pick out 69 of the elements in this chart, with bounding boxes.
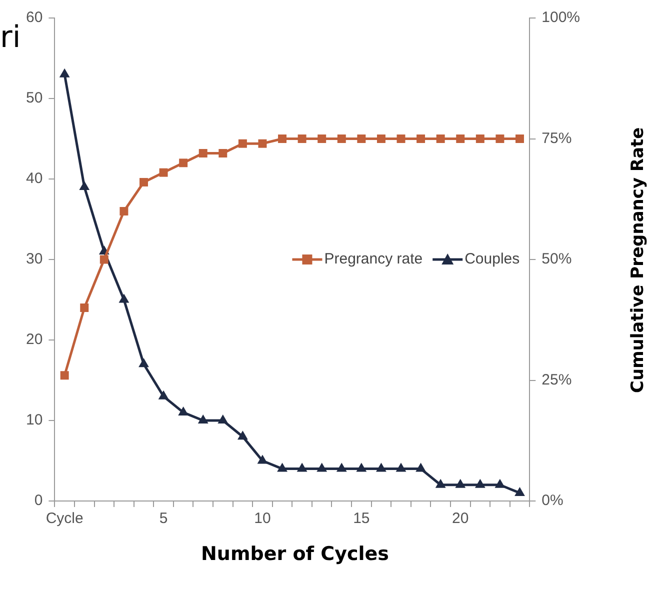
x-tick-label: Cycle bbox=[46, 510, 84, 528]
point bbox=[79, 181, 90, 190]
legend-label: Couples bbox=[464, 250, 520, 268]
point bbox=[474, 478, 486, 488]
point bbox=[396, 134, 406, 143]
point bbox=[257, 454, 268, 464]
y-tick-label: 30 bbox=[26, 250, 43, 268]
y-tick-label: 10 bbox=[26, 412, 43, 429]
point bbox=[139, 178, 148, 186]
point bbox=[198, 414, 208, 424]
point bbox=[218, 414, 228, 424]
point bbox=[238, 139, 247, 148]
point bbox=[316, 462, 328, 472]
point bbox=[336, 462, 347, 472]
point bbox=[159, 168, 168, 177]
y2-tick-label: 25% bbox=[542, 371, 572, 388]
y-tick-label: 20 bbox=[26, 331, 43, 348]
point bbox=[100, 255, 108, 264]
y2-tick-label: 100% bbox=[542, 9, 580, 26]
point bbox=[476, 134, 484, 143]
x-tick-label: 10 bbox=[254, 510, 271, 528]
point bbox=[337, 134, 346, 143]
point bbox=[218, 149, 228, 158]
point bbox=[277, 462, 288, 472]
point bbox=[494, 478, 506, 488]
point bbox=[179, 158, 188, 168]
y-tick-label: 0 bbox=[34, 492, 43, 510]
point bbox=[296, 462, 308, 472]
point bbox=[158, 390, 169, 400]
point bbox=[60, 371, 69, 380]
point bbox=[376, 134, 386, 143]
point bbox=[178, 406, 189, 416]
point bbox=[396, 462, 406, 472]
y-tick-label: 40 bbox=[26, 170, 43, 188]
point bbox=[496, 134, 504, 143]
point bbox=[59, 68, 70, 78]
y2-tick-label: 0% bbox=[542, 492, 564, 510]
x-axis-title: Number of Cycles bbox=[200, 543, 390, 565]
x-tick-label: 15 bbox=[353, 510, 370, 528]
point bbox=[278, 134, 287, 143]
y2-tick-label: 50% bbox=[542, 250, 572, 268]
point bbox=[456, 134, 465, 143]
point bbox=[298, 134, 306, 143]
y-tick-label: 60 bbox=[26, 9, 43, 26]
point bbox=[138, 358, 149, 368]
point bbox=[118, 294, 130, 303]
point bbox=[435, 478, 446, 488]
x-tick-label: 5 bbox=[159, 510, 168, 528]
point bbox=[237, 430, 248, 440]
point bbox=[416, 134, 426, 143]
point bbox=[514, 486, 525, 496]
point bbox=[516, 134, 524, 143]
point bbox=[455, 478, 466, 488]
point bbox=[376, 462, 386, 472]
point bbox=[416, 462, 426, 472]
y2-tick-label: 75% bbox=[542, 130, 572, 147]
y2-axis-title: Cumulative Pregnancy Rate bbox=[628, 126, 648, 395]
text: ri bbox=[0, 20, 21, 55]
point bbox=[198, 149, 208, 158]
point bbox=[357, 134, 366, 143]
point bbox=[436, 134, 445, 143]
point bbox=[318, 134, 326, 143]
point bbox=[356, 462, 367, 472]
x-tick-label: 20 bbox=[452, 510, 469, 528]
point bbox=[120, 206, 128, 216]
point bbox=[258, 139, 267, 148]
legend-label: Pregrancy rate bbox=[324, 250, 423, 268]
y-tick-label: 50 bbox=[26, 90, 43, 107]
point bbox=[80, 304, 89, 312]
